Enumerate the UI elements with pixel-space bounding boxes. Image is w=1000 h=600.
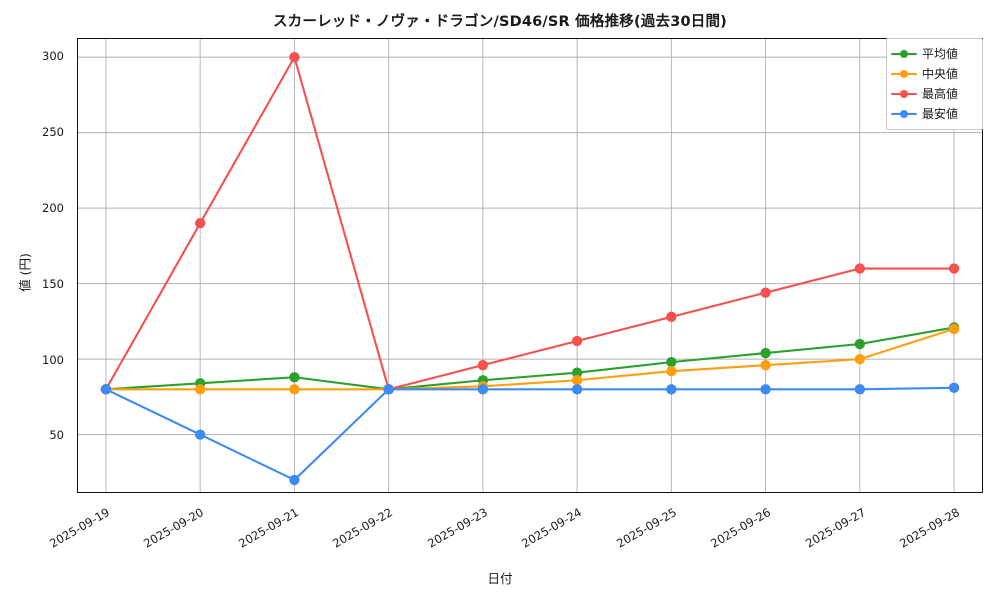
data-point [289, 51, 300, 63]
data-point [948, 323, 960, 335]
legend-item-4[interactable]: 最安値 [891, 104, 978, 124]
legend-label: 中央値 [922, 67, 959, 81]
data-point [854, 338, 866, 350]
data-point [666, 366, 677, 377]
data-point [100, 384, 112, 395]
data-point [571, 335, 583, 347]
legend-swatch-icon [891, 108, 917, 120]
legend-swatch-icon [891, 68, 917, 80]
data-point [477, 384, 489, 395]
data-point [760, 359, 771, 371]
series-4 [100, 382, 960, 486]
series-line [104, 386, 956, 481]
data-point [666, 384, 677, 395]
legend-label: 最高値 [922, 87, 959, 101]
data-point [666, 311, 677, 323]
data-point [666, 356, 677, 368]
series-line [104, 327, 956, 391]
legend-label: 最安値 [922, 107, 959, 121]
data-point [571, 375, 583, 386]
legend-label: 平均値 [922, 47, 959, 61]
y-tick-label: 250 [42, 125, 64, 140]
data-point [383, 384, 394, 395]
data-point [571, 384, 583, 395]
chart-legend: 平均値中央値最高値最安値 [886, 38, 983, 130]
series-3 [100, 51, 960, 395]
gridlines [78, 39, 982, 492]
series-2 [100, 323, 960, 395]
data-point [477, 359, 489, 371]
data-point [854, 353, 866, 365]
data-point [289, 474, 300, 486]
y-tick-label: 300 [42, 49, 64, 64]
data-point [289, 384, 300, 395]
series-line [104, 56, 956, 391]
data-point [948, 263, 960, 274]
legend-swatch-icon [891, 48, 917, 60]
legend-item-2[interactable]: 中央値 [891, 64, 978, 84]
plot-area [77, 38, 983, 493]
data-point [760, 347, 771, 359]
data-point [854, 263, 866, 274]
x-axis-tick-labels: 2025-09-19 2025-09-20 2025-09-21 2025-09-22… [0, 499, 1000, 569]
y-tick-label: 50 [49, 428, 64, 443]
data-point [289, 372, 300, 383]
legend-item-3[interactable]: 最高値 [891, 84, 978, 104]
series-line [104, 326, 956, 391]
data-point [194, 384, 206, 395]
legend-item-1[interactable]: 平均値 [891, 44, 978, 64]
chart-title: スカーレッド・ノヴァ・ドラゴン/SD46/SR 価格推移(過去30日間) [272, 14, 728, 30]
data-point [760, 384, 771, 395]
data-series-layer [100, 51, 960, 486]
data-point [194, 218, 206, 229]
y-axis-tick-labels: 50 100 150 200 250 300 [0, 38, 64, 493]
y-tick-label: 200 [42, 200, 64, 215]
data-point [760, 287, 771, 298]
legend-swatch-icon [891, 88, 917, 100]
data-point [948, 382, 960, 393]
data-point [854, 384, 866, 395]
x-axis-label: 日付 [487, 571, 513, 586]
y-tick-label: 150 [42, 276, 64, 291]
data-point [194, 429, 206, 440]
data-point [571, 367, 583, 378]
y-tick-label: 100 [42, 352, 64, 367]
